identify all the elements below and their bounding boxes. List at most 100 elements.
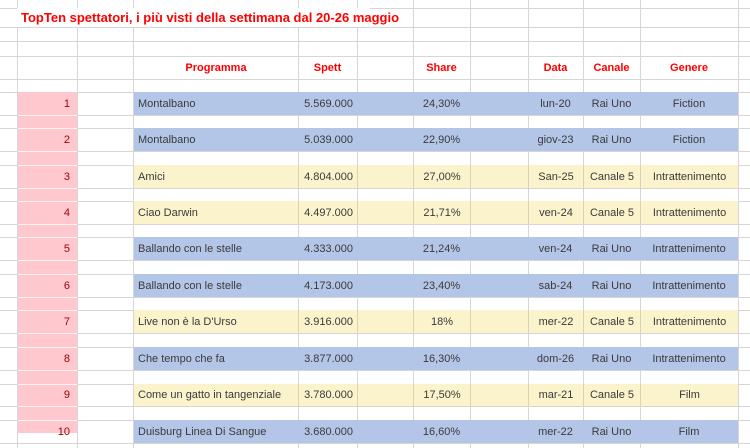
cell-empty[interactable] <box>470 201 528 224</box>
cell-empty[interactable] <box>357 420 413 443</box>
rank-cell[interactable]: 2 <box>63 133 70 146</box>
cell-genere[interactable]: Intrattenimento <box>640 165 738 188</box>
sheet-title-cell[interactable]: TopTen spettatori, i più visti della set… <box>17 8 399 27</box>
cell-spett[interactable]: 3.877.000 <box>304 352 353 365</box>
cell-genere[interactable]: Intrattenimento <box>640 310 738 333</box>
cell-genere[interactable]: Film <box>678 425 700 438</box>
cell-data[interactable]: mer-22 <box>538 425 573 438</box>
cell-data[interactable]: giov-23 <box>537 133 574 146</box>
cell-share[interactable]: 16,60% <box>422 425 461 438</box>
cell-data[interactable]: mer-22 <box>528 310 583 333</box>
rank-cell[interactable]: 8 <box>63 352 70 365</box>
cell-share[interactable]: 23,40% <box>422 279 461 292</box>
cell-share[interactable]: 16,30% <box>422 352 461 365</box>
cell-empty[interactable] <box>357 128 413 151</box>
cell-programma[interactable]: Live non è la D'Urso <box>138 315 237 328</box>
cell-programma[interactable]: Amici <box>138 170 165 183</box>
cell-programma[interactable]: Montalbano <box>138 97 196 110</box>
column-header-canale[interactable]: Canale <box>593 61 630 74</box>
cell-spett[interactable]: 4.333.000 <box>304 242 353 255</box>
cell-programma[interactable]: Duisburg Linea Di Sangue <box>138 425 267 438</box>
cell-canale[interactable]: Rai Uno <box>591 352 632 365</box>
cell-canale[interactable]: Canale 5 <box>583 165 640 188</box>
cell-canale[interactable]: Rai Uno <box>591 242 632 255</box>
cell-empty[interactable] <box>470 420 528 443</box>
cell-genere[interactable]: Intrattenimento <box>652 242 726 255</box>
cell-genere[interactable]: Intrattenimento <box>640 201 738 224</box>
cell-spett[interactable]: 5.039.000 <box>304 133 353 146</box>
cell-empty[interactable] <box>470 384 528 406</box>
cell-spett[interactable]: 3.780.000 <box>298 384 357 406</box>
column-header-share[interactable]: Share <box>426 61 457 74</box>
cell-canale[interactable]: Canale 5 <box>583 310 640 333</box>
cell-spett[interactable]: 3.916.000 <box>298 310 357 333</box>
cell-programma[interactable]: Ciao Darwin <box>138 206 198 219</box>
rank-cell[interactable]: 5 <box>63 242 70 255</box>
cell-empty[interactable] <box>470 237 528 260</box>
cell-genere[interactable]: Film <box>640 384 738 406</box>
cell-genere[interactable]: Intrattenimento <box>652 279 726 292</box>
cell-programma[interactable]: Come un gatto in tangenziale <box>138 389 282 401</box>
cell-canale[interactable]: Rai Uno <box>591 97 632 110</box>
cell-share[interactable]: 18% <box>413 310 470 333</box>
column-header-data[interactable]: Data <box>543 61 568 74</box>
cell-empty[interactable] <box>470 128 528 151</box>
cell-spett[interactable]: 3.680.000 <box>304 425 353 438</box>
cell-spett[interactable]: 5.569.000 <box>304 97 353 110</box>
cell-data[interactable]: dom-26 <box>536 352 575 365</box>
cell-share[interactable]: 24,30% <box>422 97 461 110</box>
cell-empty[interactable] <box>357 165 413 188</box>
column-header-programma[interactable]: Programma <box>185 61 247 74</box>
cell-empty[interactable] <box>357 274 413 297</box>
cell-empty[interactable] <box>357 92 413 115</box>
cell-empty[interactable] <box>357 310 413 333</box>
cell-empty[interactable] <box>470 347 528 370</box>
cell-spett[interactable]: 4.173.000 <box>304 279 353 292</box>
cell-empty[interactable] <box>470 92 528 115</box>
cell-share[interactable]: 21,71% <box>413 201 470 224</box>
cell-empty[interactable] <box>357 347 413 370</box>
cell-canale[interactable]: Rai Uno <box>591 279 632 292</box>
cell-share[interactable]: 17,50% <box>413 384 470 406</box>
column-header-genere[interactable]: Genere <box>670 61 708 74</box>
cell-share[interactable]: 27,00% <box>413 165 470 188</box>
cell-data[interactable]: ven-24 <box>538 242 573 255</box>
gridline <box>0 41 750 42</box>
cell-canale[interactable]: Rai Uno <box>591 133 632 146</box>
cell-empty[interactable] <box>357 201 413 224</box>
cell-share[interactable]: 21,24% <box>422 242 461 255</box>
cell-programma[interactable]: Ballando con le stelle <box>138 242 242 255</box>
cell-empty[interactable] <box>470 310 528 333</box>
column-header-spett[interactable]: Spett <box>313 61 342 74</box>
rank-cell[interactable]: 9 <box>63 389 70 401</box>
cell-empty[interactable] <box>470 165 528 188</box>
rank-cell[interactable]: 3 <box>63 170 70 183</box>
cell-data[interactable]: San-25 <box>528 165 583 188</box>
cell-genere[interactable]: Intrattenimento <box>652 352 726 365</box>
cell-data[interactable]: sab-24 <box>538 279 573 292</box>
gridline <box>18 406 77 407</box>
cell-data[interactable]: mar-21 <box>528 384 583 406</box>
cell-programma[interactable]: Che tempo che fa <box>138 352 225 365</box>
rank-cell[interactable]: 7 <box>63 315 70 328</box>
cell-empty[interactable] <box>357 237 413 260</box>
cell-programma[interactable]: Ballando con le stelle <box>138 279 242 292</box>
cell-empty[interactable] <box>357 384 413 406</box>
cell-genere[interactable]: Fiction <box>672 133 706 146</box>
cell-canale[interactable]: Rai Uno <box>591 425 632 438</box>
rank-cell[interactable]: 4 <box>63 206 70 219</box>
cell-share[interactable]: 22,90% <box>422 133 461 146</box>
rank-cell[interactable]: 1 <box>63 97 70 110</box>
cell-spett[interactable]: 4.497.000 <box>298 201 357 224</box>
cell-canale[interactable]: Canale 5 <box>583 384 640 406</box>
cell-programma[interactable]: Montalbano <box>138 133 196 146</box>
cell-canale[interactable]: Canale 5 <box>583 201 640 224</box>
cell-spett[interactable]: 4.804.000 <box>298 165 357 188</box>
cell-empty[interactable] <box>470 274 528 297</box>
gridline <box>18 310 77 311</box>
rank-cell[interactable]: 6 <box>63 279 70 292</box>
rank-cell[interactable]: 10 <box>57 425 70 438</box>
cell-data[interactable]: lun-20 <box>540 97 571 110</box>
cell-genere[interactable]: Fiction <box>672 97 706 110</box>
cell-data[interactable]: ven-24 <box>528 201 583 224</box>
